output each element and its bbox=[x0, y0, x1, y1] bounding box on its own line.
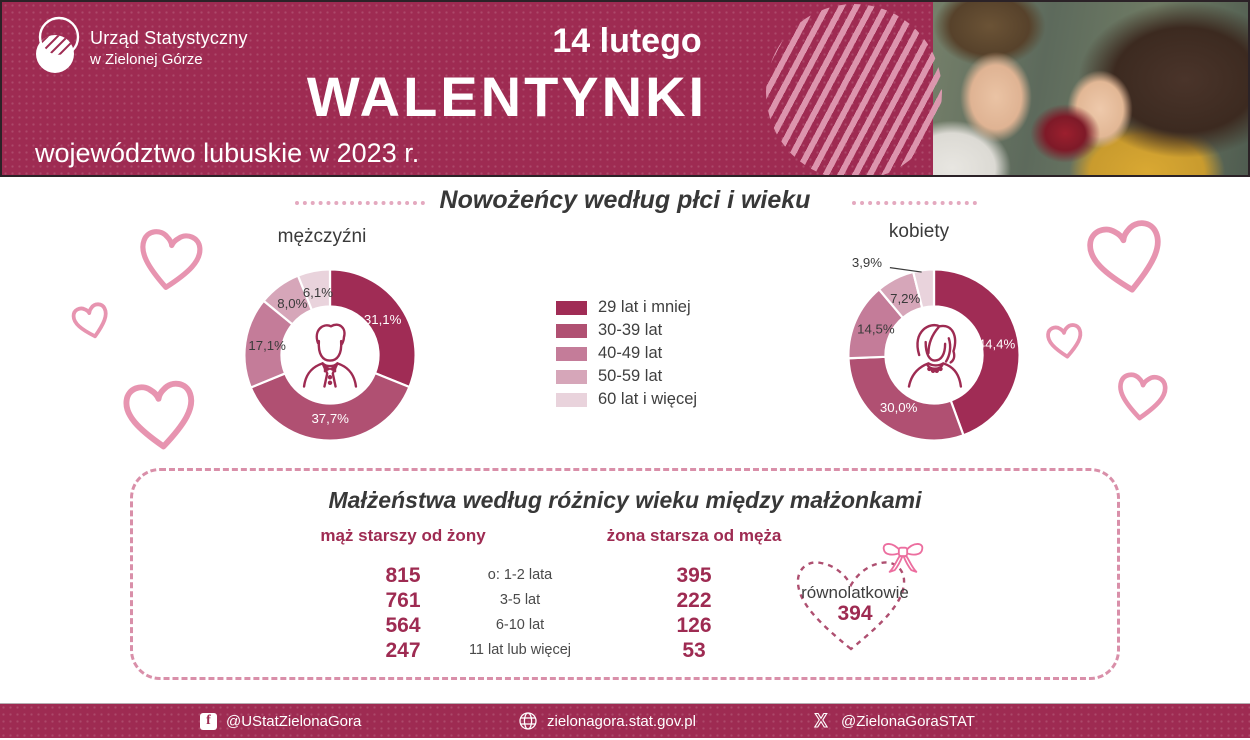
heart-icon bbox=[1046, 323, 1083, 359]
legend-label: 29 lat i mniej bbox=[598, 298, 691, 316]
husband-older-values: 815 761 564 247 bbox=[293, 563, 513, 663]
heart-icon bbox=[140, 229, 203, 290]
website-link[interactable]: zielonagora.stat.gov.pl bbox=[518, 704, 696, 738]
svg-text:X: X bbox=[815, 711, 828, 732]
legend-label: 60 lat i więcej bbox=[598, 390, 698, 408]
svg-text:7,2%: 7,2% bbox=[890, 291, 920, 306]
legend-label: 30-39 lat bbox=[598, 321, 663, 339]
legend-swatch bbox=[556, 346, 587, 361]
row-label: 6-10 lat bbox=[495, 617, 545, 633]
legend-swatch bbox=[556, 369, 587, 384]
heart-icon bbox=[1118, 372, 1168, 421]
facebook-link[interactable]: f @UStatZielonaGora bbox=[200, 704, 361, 738]
row-label: 11 lat lub więcej bbox=[468, 642, 572, 658]
same-age-value: 394 bbox=[837, 602, 873, 625]
marriages-box: Małżeństwa według różnicy wieku między m… bbox=[130, 468, 1120, 680]
globe-icon bbox=[519, 712, 537, 730]
dotted-divider-right bbox=[852, 201, 977, 205]
legend-label: 40-49 lat bbox=[598, 344, 663, 362]
column-header-wife-older: żona starsza od męża bbox=[606, 526, 782, 545]
svg-text:37,7%: 37,7% bbox=[311, 411, 349, 426]
legend-swatch bbox=[556, 323, 587, 338]
facebook-handle: @UStatZielonaGora bbox=[226, 712, 362, 730]
svg-text:31,1%: 31,1% bbox=[364, 312, 402, 327]
section-title: Nowożeńcy według płci i wieku bbox=[439, 186, 811, 214]
value-cell: 564 bbox=[385, 614, 421, 637]
value-cell: 126 bbox=[676, 614, 712, 637]
svg-text:17,1%: 17,1% bbox=[248, 338, 286, 353]
footer-bar: f @UStatZielonaGora zielonagora.stat.gov… bbox=[0, 703, 1250, 738]
svg-text:44,4%: 44,4% bbox=[978, 336, 1016, 351]
chart-title-women: kobiety bbox=[888, 221, 950, 242]
x-handle: @ZielonaGoraSTAT bbox=[841, 712, 975, 730]
value-cell: 815 bbox=[385, 564, 421, 587]
bride-icon bbox=[907, 323, 963, 388]
marriages-title: Małżeństwa według różnicy wieku między m… bbox=[328, 487, 922, 513]
bow-icon bbox=[882, 543, 924, 573]
value-cell: 395 bbox=[676, 564, 712, 587]
dashed-heart-outline-icon bbox=[796, 561, 906, 651]
wife-older-values: 395 222 126 53 bbox=[584, 563, 804, 663]
org-name-line1: Urząd Statystyczny bbox=[90, 28, 248, 48]
row-label: 3-5 lat bbox=[499, 592, 541, 608]
svg-text:8,0%: 8,0% bbox=[277, 296, 307, 311]
svg-text:6,1%: 6,1% bbox=[303, 285, 333, 300]
legend-swatch bbox=[556, 300, 587, 315]
value-cell: 761 bbox=[385, 589, 421, 612]
org-name: Urząd Statystyczny w Zielonej Górze bbox=[90, 28, 248, 68]
org-name-line2: w Zielonej Górze bbox=[90, 51, 203, 68]
legend-label: 50-59 lat bbox=[598, 367, 663, 385]
legend-item: 50-59 lat bbox=[556, 365, 697, 388]
legend-item: 29 lat i mniej bbox=[556, 296, 697, 319]
chart-title-men: mężczyźni bbox=[277, 226, 367, 247]
groom-icon bbox=[302, 323, 358, 388]
heart-icon bbox=[71, 302, 108, 339]
legend-item: 60 lat i więcej bbox=[556, 388, 697, 411]
row-label: o: 1-2 lata bbox=[487, 567, 553, 583]
column-header-husband-older: mąż starszy od żony bbox=[320, 526, 486, 545]
svg-text:14,5%: 14,5% bbox=[857, 322, 895, 337]
heart-icon bbox=[1087, 220, 1161, 293]
same-age-label: równolatkowie bbox=[801, 583, 909, 602]
date-label: 14 lutego bbox=[552, 22, 702, 60]
x-link[interactable]: X @ZielonaGoraSTAT bbox=[810, 704, 975, 738]
website-url: zielonagora.stat.gov.pl bbox=[547, 712, 696, 730]
legend-item: 30-39 lat bbox=[556, 319, 697, 342]
svg-text:30,0%: 30,0% bbox=[880, 400, 918, 415]
legend-swatch bbox=[556, 392, 587, 407]
page-subtitle: województwo lubuskie w 2023 r. bbox=[35, 138, 420, 168]
donut-chart-men: 31,1% 37,7% 17,1% 8,0% 6,1% bbox=[225, 250, 435, 460]
couple-photo bbox=[933, 2, 1248, 175]
age-difference-labels: o: 1-2 lata 3-5 lat 6-10 lat 11 lat lub … bbox=[430, 563, 610, 663]
legend-item: 40-49 lat bbox=[556, 342, 697, 365]
dotted-divider-left bbox=[295, 201, 425, 205]
striped-circle-decoration bbox=[766, 4, 942, 175]
donut-chart-women: 44,4% 30,0% 14,5% 7,2% 3,9% bbox=[829, 250, 1039, 460]
value-cell: 222 bbox=[676, 589, 712, 612]
x-icon: X bbox=[814, 710, 828, 732]
heart-icon bbox=[123, 380, 195, 450]
statistical-office-logo-icon bbox=[36, 16, 80, 73]
value-cell: 53 bbox=[682, 639, 706, 662]
value-cell: 247 bbox=[385, 639, 421, 662]
age-legend: 29 lat i mniej 30-39 lat 40-49 lat 50-59… bbox=[556, 296, 697, 411]
facebook-icon: f bbox=[200, 712, 217, 730]
header-banner: Urząd Statystyczny w Zielonej Górze 14 l… bbox=[0, 0, 1250, 177]
page-title: WALENTYNKI bbox=[306, 65, 708, 128]
svg-text:3,9%: 3,9% bbox=[852, 255, 882, 270]
